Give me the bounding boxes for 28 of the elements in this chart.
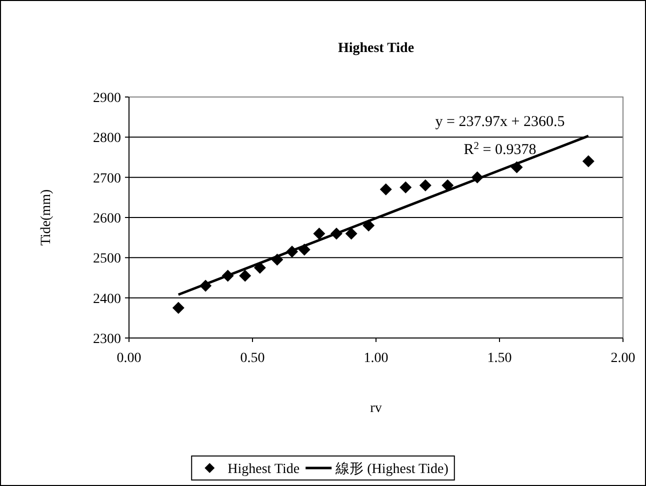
legend-label: 線形 (Highest Tide) (334, 461, 449, 477)
point (345, 228, 358, 240)
x-tick-label: 0.00 (116, 351, 142, 366)
point (172, 302, 184, 314)
y-tick-label: 2500 (93, 252, 121, 267)
point (313, 228, 326, 240)
y-tick-label: 2800 (93, 131, 121, 146)
x-tick-label: 1.50 (487, 351, 512, 366)
chart-title: Highest Tide (338, 41, 414, 56)
x-tick-label: 2.00 (610, 351, 636, 366)
annotation: R$^{2}$ = 0.9378 (464, 140, 536, 158)
point (419, 179, 432, 192)
point (582, 155, 594, 168)
point (380, 183, 392, 196)
point (442, 179, 454, 192)
y-tick-label: 2300 (93, 332, 121, 347)
y-axis-title: Tide(mm) (39, 189, 54, 246)
x-tick-label: 1.00 (364, 351, 388, 366)
y-tick-label: 2600 (93, 212, 121, 226)
x-axis-title: rv (370, 401, 382, 416)
legend-label: Highest Tide (228, 462, 300, 477)
y-tick-label: 2900 (93, 91, 121, 106)
point (400, 181, 412, 194)
annotation: y = 237.97x + 2360.5 (435, 114, 565, 130)
x-tick-label: 0.50 (240, 351, 265, 366)
y-tick-label: 2700 (93, 171, 121, 186)
y-tick-label: 2400 (93, 292, 121, 307)
point (239, 270, 252, 282)
